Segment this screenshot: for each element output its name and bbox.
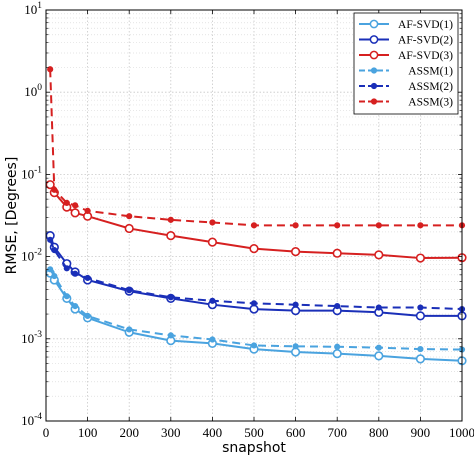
data-point: [374, 250, 384, 260]
x-tick-label: 900: [411, 425, 431, 440]
data-point: [63, 265, 70, 272]
data-point: [209, 297, 216, 304]
data-point: [167, 332, 174, 339]
grid: [45, 9, 463, 422]
legend-label: AF-SVD(3): [398, 50, 453, 62]
x-tick-label: 500: [244, 425, 264, 440]
data-point: [72, 302, 79, 310]
data-point: [209, 336, 216, 343]
data-point: [84, 274, 91, 282]
legend-label: ASSM(1): [408, 66, 453, 78]
series-layer: [45, 66, 467, 366]
y-tick-label: 10-4: [21, 412, 42, 428]
data-point: [51, 272, 58, 280]
data-point: [63, 199, 70, 207]
legend-marker: [369, 19, 379, 29]
data-point: [126, 287, 133, 294]
data-point: [249, 244, 259, 254]
data-point: [417, 345, 424, 353]
legend-item: AF-SVD(2): [359, 35, 453, 47]
data-point: [292, 343, 299, 350]
data-point: [70, 208, 80, 218]
legend-box: [353, 12, 459, 115]
data-point: [250, 222, 258, 229]
data-point: [291, 247, 301, 257]
ticks: 0 100 200 300 400 500 600 700 800 900 1000 101 100 10…: [21, 1, 474, 440]
legend-item: AF-SVD(1): [359, 19, 453, 31]
data-point: [51, 186, 58, 193]
data-point: [126, 213, 133, 220]
data-point: [209, 219, 216, 226]
data-point: [375, 344, 382, 351]
x-tick-label: 300: [161, 425, 181, 440]
data-point: [207, 237, 217, 247]
data-point: [124, 223, 134, 234]
x-tick-label: 400: [203, 425, 223, 440]
data-point: [332, 349, 342, 359]
legend-marker: [369, 50, 379, 60]
y-tick-label: 10-3: [21, 330, 42, 346]
series-ASSM(2): [47, 236, 466, 313]
data-point: [417, 304, 424, 311]
legend-marker: [369, 35, 379, 44]
data-point: [334, 343, 341, 350]
data-point: [291, 306, 301, 316]
data-point: [334, 302, 341, 310]
x-tick-label: 200: [119, 425, 139, 440]
series-AF-SVD(3): [45, 180, 467, 263]
series-line: [49, 69, 462, 227]
data-point: [72, 202, 79, 209]
y-tick-label: 10-2: [21, 248, 42, 264]
data-point: [84, 312, 91, 319]
data-point: [375, 304, 382, 311]
x-tick-label: 100: [78, 425, 98, 440]
x-tick-label: 600: [286, 425, 306, 440]
legend: AF-SVD(1) AF-SVD(2) AF-SVD(3) ASSM(1) ASSM(2…: [353, 12, 459, 115]
x-tick-label: 0: [43, 425, 50, 440]
x-tick-label: 1000: [449, 425, 474, 440]
legend-item: ASSM(3): [359, 97, 453, 109]
data-point: [250, 300, 258, 307]
data-point: [84, 207, 91, 214]
legend-marker: [370, 82, 378, 90]
legend-marker: [370, 67, 378, 74]
y-tick-label: 101: [24, 1, 42, 17]
x-tick-label: 700: [327, 425, 347, 440]
data-point: [415, 311, 426, 321]
y-tick-label: 10-1: [21, 165, 42, 181]
legend-label: AF-SVD(2): [398, 35, 453, 47]
series-line: [49, 239, 463, 311]
legend-item: AF-SVD(3): [359, 50, 453, 62]
data-point: [126, 326, 133, 333]
legend-item: ASSM(2): [359, 81, 453, 93]
data-point: [292, 301, 299, 308]
data-point: [47, 66, 54, 73]
legend-item: ASSM(1): [359, 66, 453, 78]
data-point: [63, 293, 70, 300]
data-point: [166, 231, 176, 241]
x-tick-label: 800: [369, 425, 389, 440]
data-point: [415, 253, 426, 263]
legend-label: AF-SVD(1): [398, 19, 453, 31]
legend-label: ASSM(2): [408, 81, 453, 93]
data-point: [167, 216, 174, 223]
legend-marker: [370, 98, 378, 105]
data-point: [332, 248, 342, 258]
data-point: [72, 270, 79, 277]
data-point: [415, 354, 426, 364]
data-point: [334, 222, 341, 229]
data-point: [250, 342, 258, 349]
y-tick-label: 100: [24, 83, 42, 99]
data-point: [375, 222, 382, 229]
x-axis-label: snapshot: [222, 440, 286, 456]
data-point: [417, 222, 424, 229]
data-point: [47, 236, 54, 243]
data-point: [292, 222, 299, 229]
data-point: [167, 294, 174, 301]
legend-label: ASSM(3): [408, 97, 453, 109]
data-point: [374, 351, 384, 361]
data-point: [51, 246, 58, 254]
y-axis-label: RMSE, [Degrees]: [4, 157, 20, 275]
